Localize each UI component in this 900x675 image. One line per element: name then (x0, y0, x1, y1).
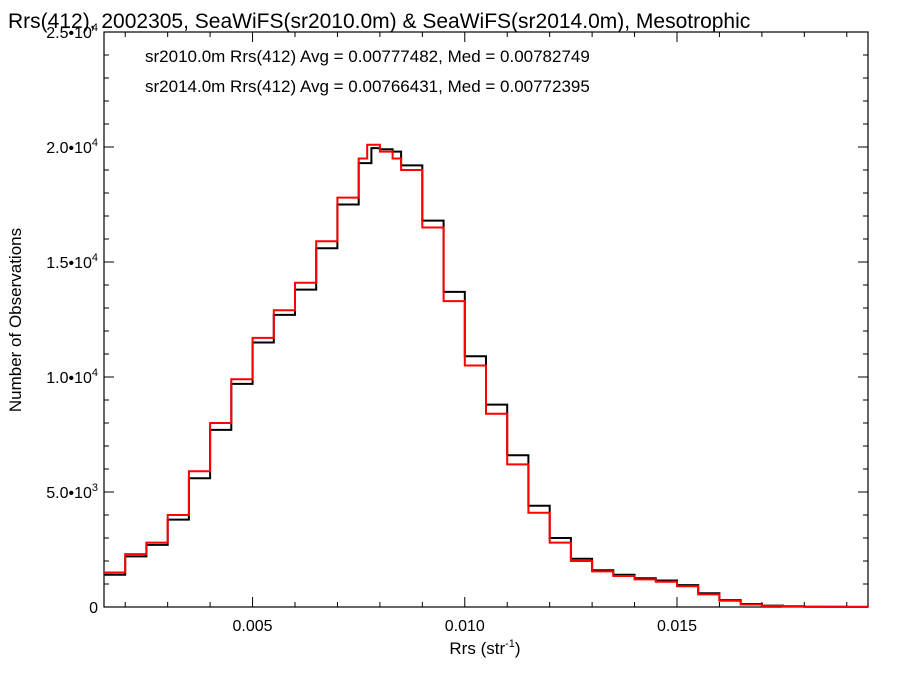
x-tick-label: 0.010 (445, 618, 485, 635)
y-tick-label: 0 (89, 600, 98, 617)
x-axis-label-exponent: -1 (505, 638, 515, 650)
y-tick-label-base: 1.5•10 (46, 255, 92, 272)
plot-frame (103, 31, 869, 608)
y-tick-label-exponent: 4 (92, 252, 98, 264)
series-line-1 (104, 143, 869, 608)
plot-area (103, 31, 869, 608)
axis-ticks: 05.0•1031.0•1041.5•1042.0•1042.5•1040.00… (46, 22, 868, 635)
y-tick-label-base: 0 (89, 600, 98, 617)
x-tick-label: 0.005 (233, 618, 273, 635)
x-axis-label-main: Rrs (str (449, 639, 505, 658)
y-tick-label-exponent: 4 (92, 22, 98, 34)
legend-annotation-sr2010: sr2010.0m Rrs(412) Avg = 0.00777482, Med… (145, 47, 590, 66)
y-tick-label: 2.0•104 (46, 137, 98, 157)
legend-annotation-sr2014: sr2014.0m Rrs(412) Avg = 0.00766431, Med… (145, 77, 590, 96)
chart-title: Rrs(412), 2002305, SeaWiFS(sr2010.0m) & … (8, 10, 750, 33)
x-axis-label-close: ) (515, 639, 521, 658)
y-tick-label-base: 1.0•10 (46, 370, 92, 387)
y-tick-label: 2.5•104 (46, 22, 98, 42)
y-tick-label-exponent: 4 (92, 137, 98, 149)
y-tick-label: 1.5•104 (46, 252, 98, 272)
y-tick-label: 1.0•104 (46, 367, 98, 387)
x-axis-label: Rrs (str-1) (449, 638, 520, 658)
y-tick-label: 5.0•103 (46, 482, 98, 502)
x-tick-label: 0.015 (657, 618, 697, 635)
y-tick-label-exponent: 4 (92, 367, 98, 379)
series-layer (104, 143, 869, 608)
y-tick-label-base: 2.0•10 (46, 140, 92, 157)
y-tick-label-base: 5.0•10 (46, 485, 92, 502)
y-axis-label: Number of Observations (6, 228, 25, 412)
y-tick-label-base: 2.5•10 (46, 25, 92, 42)
y-tick-label-exponent: 3 (92, 482, 98, 494)
